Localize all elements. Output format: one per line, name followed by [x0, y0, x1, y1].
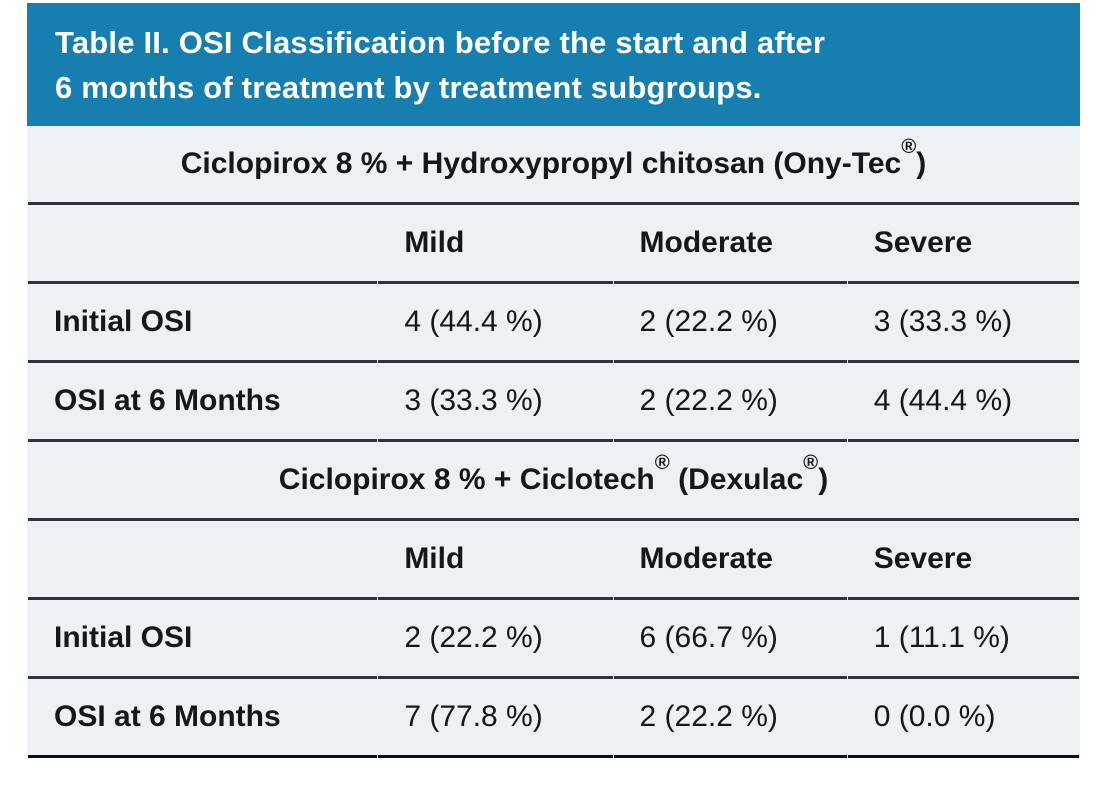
- table-figure: Table II. OSI Classification before the …: [27, 3, 1080, 758]
- registered-trademark-symbol: ®: [654, 452, 670, 475]
- cell-value: 2 (22.2 %): [378, 600, 613, 679]
- table-row: OSI at 6 Months 3 (33.3 %) 2 (22.2 %) 4 …: [28, 363, 1079, 442]
- column-header-severe: Severe: [847, 521, 1079, 600]
- row-label-osi-6-months: OSI at 6 Months: [28, 363, 378, 442]
- section-2-title-text-mid: (Dexulac: [669, 463, 804, 496]
- cell-value: 3 (33.3 %): [847, 284, 1079, 363]
- table-row: Initial OSI 4 (44.4 %) 2 (22.2 %) 3 (33.…: [28, 284, 1079, 363]
- row-label-initial-osi: Initial OSI: [28, 284, 378, 363]
- column-header-severe: Severe: [847, 205, 1079, 284]
- cell-value: 4 (44.4 %): [847, 363, 1079, 442]
- corner-cell: [28, 521, 378, 600]
- row-label-osi-6-months: OSI at 6 Months: [28, 679, 378, 758]
- table-title-line2: 6 months of treatment by treatment subgr…: [55, 70, 762, 105]
- column-header-mild: Mild: [378, 521, 613, 600]
- section-2-column-header-row: Mild Moderate Severe: [28, 521, 1079, 600]
- corner-cell: [28, 205, 378, 284]
- registered-trademark-symbol: ®: [901, 136, 917, 159]
- table-row: OSI at 6 Months 7 (77.8 %) 2 (22.2 %) 0 …: [28, 679, 1079, 758]
- section-1-title: Ciclopirox 8 % + Hydroxypropyl chitosan …: [28, 126, 1079, 205]
- cell-value: 2 (22.2 %): [613, 284, 847, 363]
- table-row: Initial OSI 2 (22.2 %) 6 (66.7 %) 1 (11.…: [28, 600, 1079, 679]
- section-1-title-text: Ciclopirox 8 % + Hydroxypropyl chitosan …: [180, 147, 902, 180]
- table-title-banner: Table II. OSI Classification before the …: [27, 3, 1080, 126]
- section-2-title: Ciclopirox 8 % + Ciclotech® (Dexulac®): [28, 442, 1079, 521]
- cell-value: 6 (66.7 %): [613, 600, 847, 679]
- column-header-moderate: Moderate: [613, 205, 847, 284]
- section-2-title-text: Ciclopirox 8 % + Ciclotech: [278, 463, 655, 496]
- column-header-mild: Mild: [378, 205, 613, 284]
- cell-value: 2 (22.2 %): [613, 679, 847, 758]
- section-2-title-row: Ciclopirox 8 % + Ciclotech® (Dexulac®): [28, 442, 1079, 521]
- section-1-column-header-row: Mild Moderate Severe: [28, 205, 1079, 284]
- cell-value: 0 (0.0 %): [847, 679, 1079, 758]
- section-2-title-text-end: ): [818, 463, 829, 496]
- cell-value: 2 (22.2 %): [613, 363, 847, 442]
- column-header-moderate: Moderate: [613, 521, 847, 600]
- section-1-title-text-end: ): [916, 147, 927, 180]
- osi-classification-table: Ciclopirox 8 % + Hydroxypropyl chitosan …: [27, 126, 1080, 758]
- cell-value: 7 (77.8 %): [378, 679, 613, 758]
- cell-value: 1 (11.1 %): [847, 600, 1079, 679]
- table-title-line1: Table II. OSI Classification before the …: [55, 25, 826, 60]
- cell-value: 4 (44.4 %): [378, 284, 613, 363]
- registered-trademark-symbol: ®: [803, 452, 819, 475]
- cell-value: 3 (33.3 %): [378, 363, 613, 442]
- row-label-initial-osi: Initial OSI: [28, 600, 378, 679]
- section-1-title-row: Ciclopirox 8 % + Hydroxypropyl chitosan …: [28, 126, 1079, 205]
